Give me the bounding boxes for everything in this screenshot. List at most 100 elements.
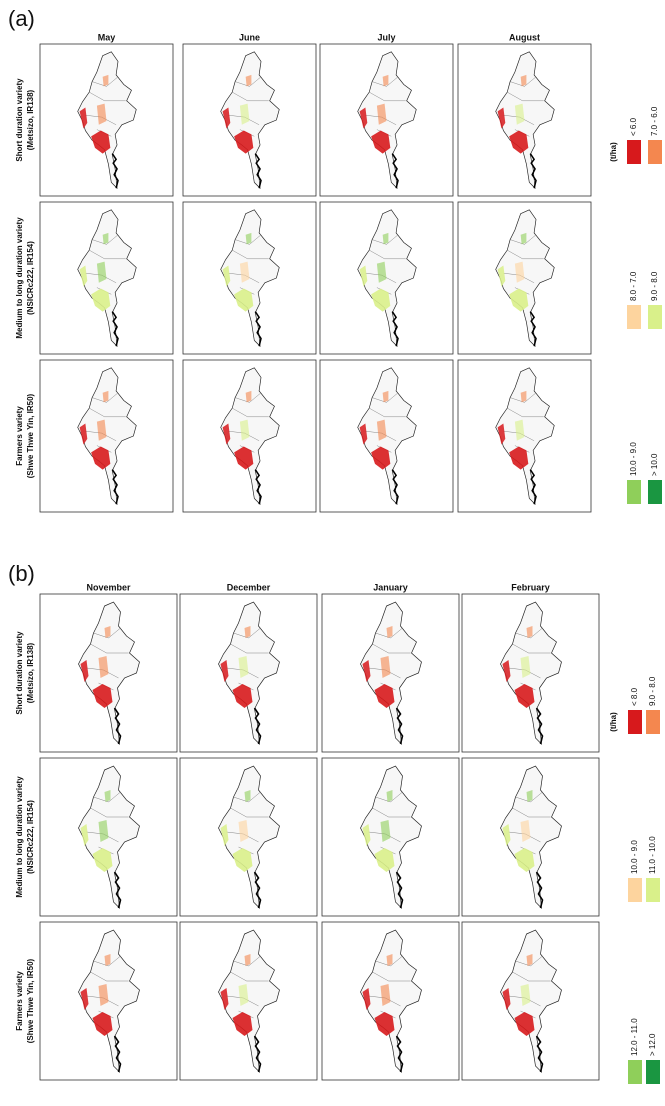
map: [495, 367, 555, 505]
map: [495, 51, 555, 189]
coastline: [253, 1035, 262, 1073]
central-yield: [98, 820, 109, 842]
legend-unit: (t/ha): [609, 142, 618, 162]
north-yield: [245, 74, 252, 87]
delta-yield: [91, 288, 111, 312]
legend-swatch: [646, 878, 660, 902]
coast-yield: [79, 423, 88, 445]
coastline: [253, 707, 262, 745]
region-borders: [228, 76, 269, 137]
row-title: Farmers variety: [15, 406, 24, 466]
row-subtitle: (Shwe Thwe Yin, IR50): [26, 393, 35, 478]
coastline: [535, 707, 544, 745]
central-yield: [514, 261, 525, 283]
legend-swatch: [646, 1060, 660, 1084]
coastline: [529, 469, 537, 505]
region-borders: [226, 791, 269, 855]
north-yield: [104, 954, 111, 966]
legend-swatch: [648, 140, 662, 164]
coastline: [391, 153, 399, 189]
delta-yield: [371, 288, 391, 312]
north-yield: [382, 390, 389, 403]
coast-yield: [497, 107, 506, 129]
central-yield: [239, 261, 250, 283]
row-title: Farmers variety: [15, 971, 24, 1031]
coast-yield: [222, 423, 231, 445]
legend-label: > 10.0: [650, 453, 659, 476]
column-header: December: [227, 582, 271, 592]
legend-swatch: [628, 710, 642, 734]
coastline: [535, 871, 544, 909]
region-borders: [85, 234, 126, 295]
coastline: [113, 1035, 122, 1073]
map: [357, 367, 417, 505]
delta-yield: [92, 1012, 113, 1036]
map: [500, 929, 562, 1073]
north-yield: [102, 232, 109, 245]
coastline: [529, 153, 537, 189]
region-borders: [503, 392, 544, 453]
map: [218, 765, 280, 909]
central-yield: [376, 103, 387, 125]
delta-yield: [91, 446, 111, 470]
central-yield: [376, 261, 387, 283]
column-header: November: [86, 582, 131, 592]
central-yield: [380, 656, 391, 678]
coast-yield: [362, 660, 371, 682]
region-borders: [368, 791, 411, 855]
delta-yield: [234, 288, 254, 312]
coast-yield: [222, 265, 231, 287]
central-yield: [96, 419, 107, 441]
coast-yield: [502, 660, 511, 682]
legend-unit: (t/ha): [609, 712, 618, 732]
legend-swatch: [648, 305, 662, 329]
map: [77, 51, 137, 189]
map: [77, 209, 137, 347]
legend-label: 10.0 - 9.0: [630, 840, 639, 874]
north-yield: [520, 74, 527, 87]
legend-swatch: [646, 710, 660, 734]
coastline: [113, 707, 122, 745]
coast-yield: [362, 824, 371, 846]
legend-label: 11.0 - 10.0: [648, 836, 657, 874]
delta-yield: [514, 1012, 535, 1036]
legend-swatch: [628, 878, 642, 902]
legend-swatch: [627, 140, 641, 164]
delta-yield: [92, 848, 113, 872]
central-yield: [380, 820, 391, 842]
region-borders: [86, 791, 129, 855]
row-title: Short duration variety: [15, 78, 24, 162]
coastline: [111, 311, 119, 347]
north-yield: [386, 954, 393, 966]
map: [218, 929, 280, 1073]
region-borders: [85, 76, 126, 137]
delta-yield: [92, 684, 113, 708]
column-header: August: [509, 32, 540, 42]
map: [218, 601, 280, 745]
row-title: Short duration variety: [15, 631, 24, 715]
region-borders: [226, 955, 269, 1019]
region-borders: [368, 627, 411, 691]
column-header: January: [373, 582, 408, 592]
coast-yield: [79, 265, 88, 287]
central-yield: [514, 103, 525, 125]
coast-yield: [220, 824, 229, 846]
coast-yield: [497, 423, 506, 445]
north-yield: [102, 74, 109, 87]
north-yield: [382, 232, 389, 245]
map: [360, 601, 422, 745]
delta-yield: [234, 446, 254, 470]
coastline: [529, 311, 537, 347]
central-yield: [520, 984, 531, 1006]
coastline: [395, 871, 404, 909]
delta-yield: [232, 848, 253, 872]
region-borders: [368, 955, 411, 1019]
coast-yield: [497, 265, 506, 287]
region-borders: [508, 791, 551, 855]
region-borders: [365, 392, 406, 453]
region-borders: [503, 234, 544, 295]
central-yield: [376, 419, 387, 441]
north-yield: [244, 790, 251, 802]
row-subtitle: (NSICRc222, IR154): [26, 241, 35, 315]
